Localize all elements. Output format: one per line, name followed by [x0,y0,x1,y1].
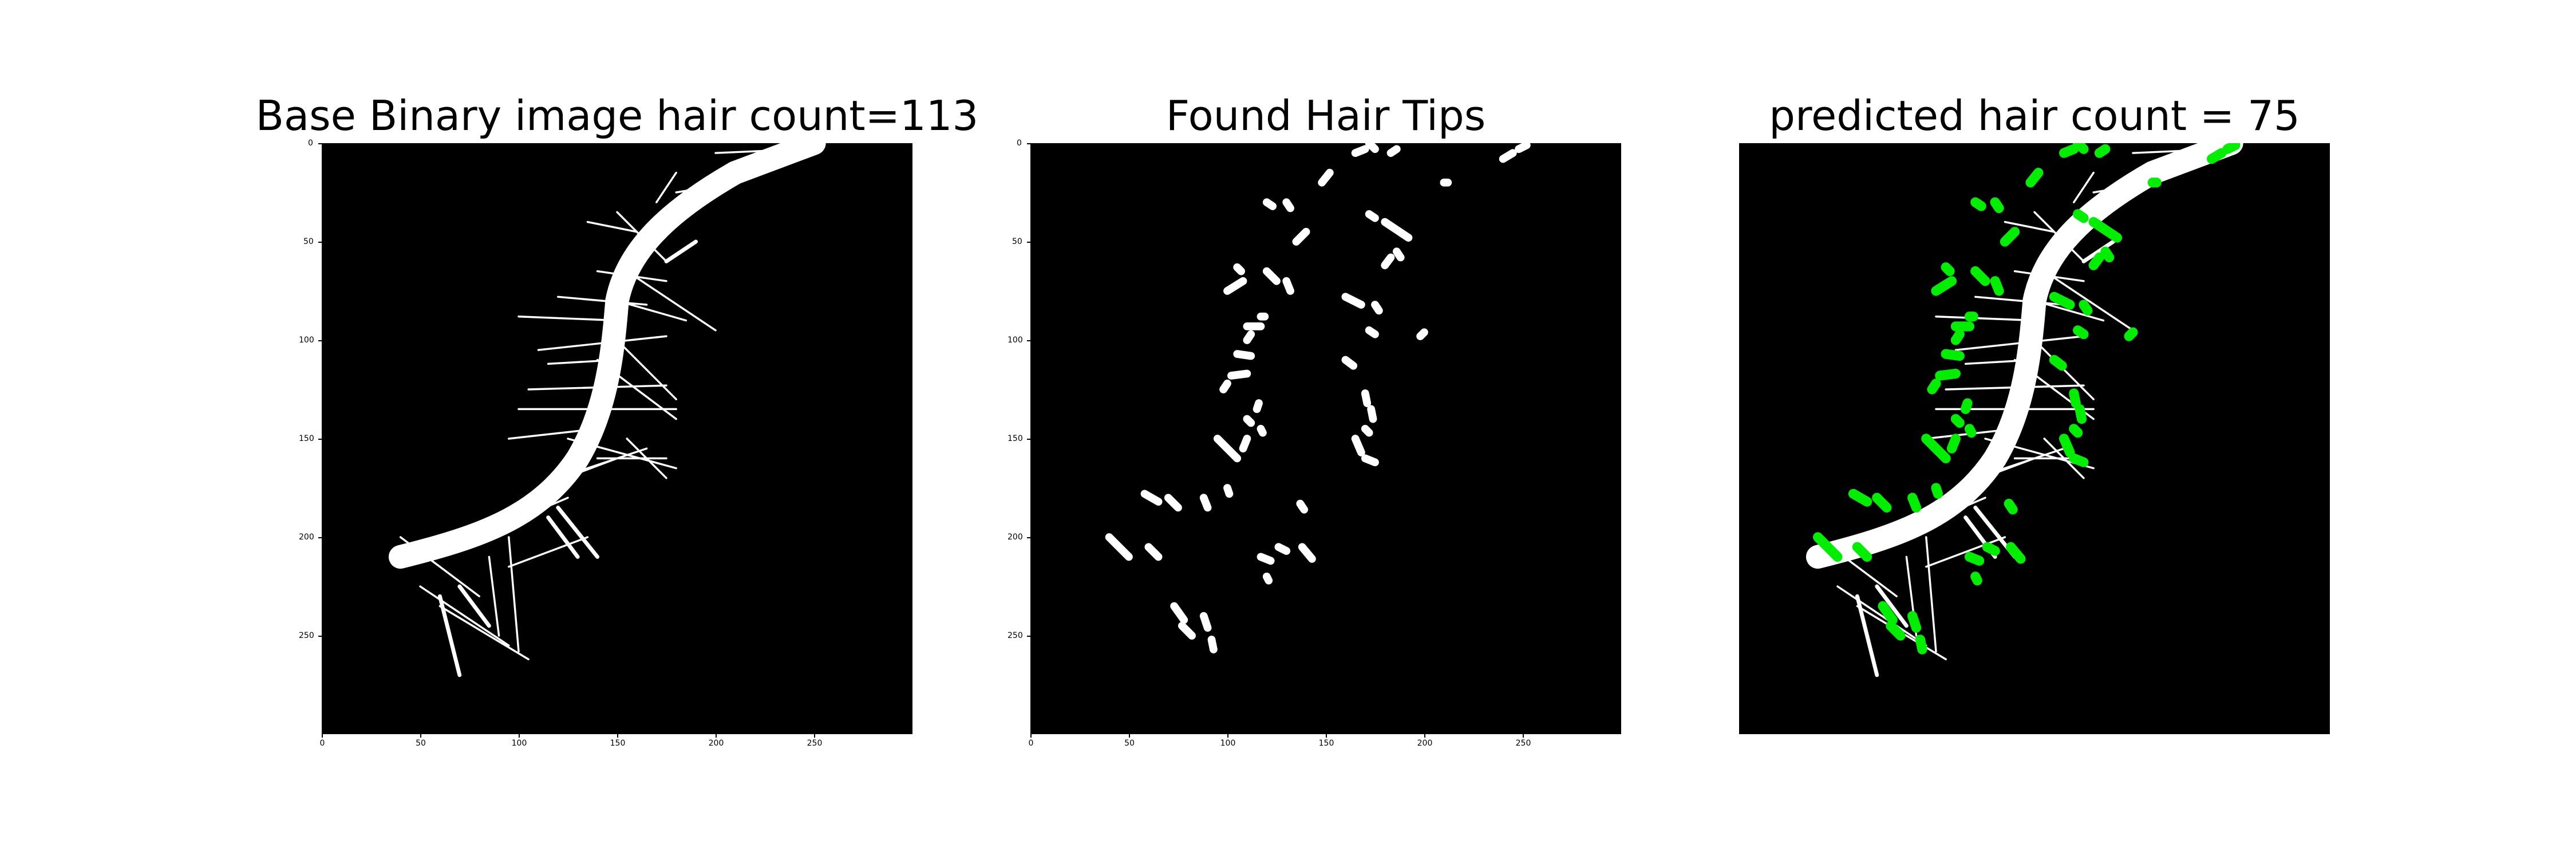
panel-3-title: predicted hair count = 75 [1769,92,2300,140]
y-tick: 100 [1008,336,1023,345]
y-tick: 0 [308,139,313,148]
y-tick: 150 [1008,434,1023,443]
y-tick: 50 [303,237,314,246]
y-tick: 200 [1008,533,1023,542]
x-tick: 50 [416,739,426,748]
hair-tips-image [1105,143,1531,653]
y-tick: 50 [1012,237,1022,246]
y-tick: 0 [1017,139,1022,148]
y-tick: 100 [299,336,314,345]
x-tick: 100 [511,739,527,748]
x-tick: 250 [807,739,823,748]
panel-1-plot [322,143,912,734]
y-tick: 200 [299,533,314,542]
x-tick: 150 [1318,739,1334,748]
x-tick: 0 [1028,739,1034,748]
panel-2-plot [1030,143,1621,734]
x-tick: 200 [1417,739,1433,748]
y-tick: 250 [299,631,314,640]
x-tick: 200 [708,739,724,748]
x-tick: 0 [319,739,325,748]
y-tick: 150 [299,434,314,443]
x-tick: 150 [610,739,626,748]
x-tick: 100 [1220,739,1236,748]
x-tick: 50 [1124,739,1135,748]
panel-1-title: Base Binary image hair count=113 [255,92,979,140]
panel-3-plot [1739,143,2330,734]
x-tick: 250 [1515,739,1531,748]
panel-2-title: Found Hair Tips [1165,92,1486,140]
root-hair-image [388,143,826,677]
predicted-overlay-image [1739,143,2330,677]
y-tick: 250 [1008,631,1023,640]
